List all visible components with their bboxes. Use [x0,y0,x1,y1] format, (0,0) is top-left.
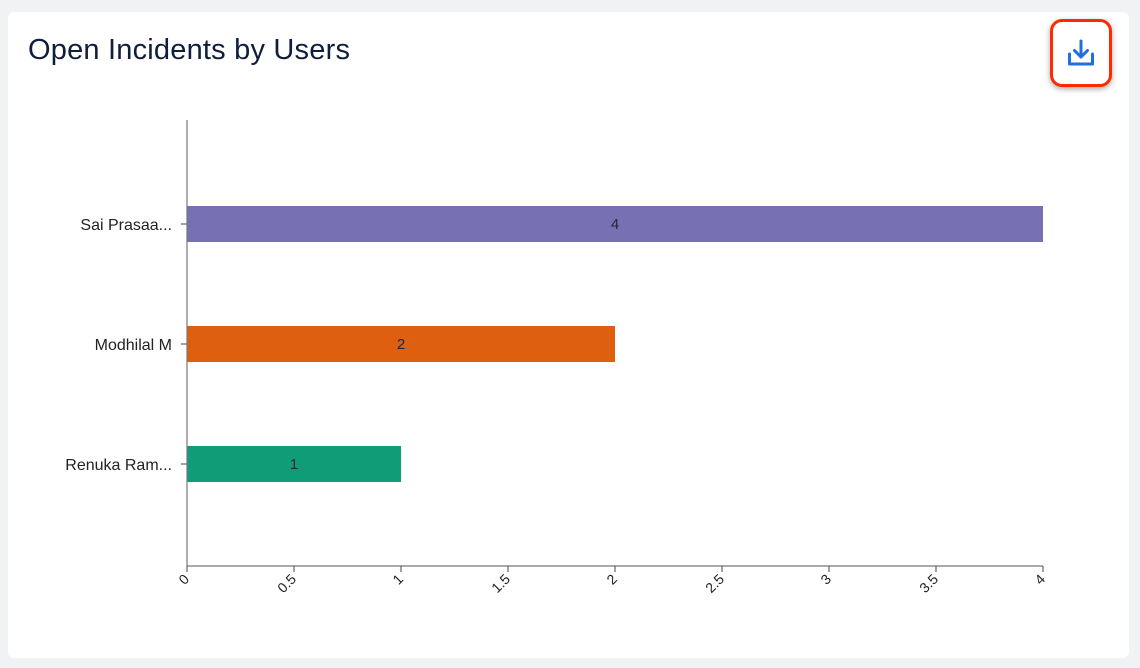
y-tick-label-1: Sai Prasaa... [80,217,172,234]
download-icon [1068,39,1094,66]
bar-3 [187,446,401,482]
chart-title: Open Incidents by Users [28,34,351,66]
y-tick-label-2: Modhilal M [95,337,172,354]
bar-1 [187,206,1043,242]
x-tick-label-3: 1 [389,571,406,588]
bar-data-label-1: 4 [611,216,619,233]
bar-data-label-3: 1 [290,456,298,473]
x-tick-label-8: 3.5 [916,571,941,596]
y-tick-label-3: Renuka Ram... [65,457,172,474]
x-tick-label-4: 1.5 [488,571,513,596]
x-tick-label-2: 0.5 [274,571,299,596]
x-tick-label-7: 3 [817,571,834,588]
bar-2 [187,326,615,362]
download-button[interactable] [1050,19,1112,87]
x-tick-label-9: 4 [1031,571,1048,588]
x-tick-label-6: 2.5 [702,571,727,596]
x-tick-label-5: 2 [603,571,620,588]
bar-data-label-2: 2 [397,336,405,353]
x-tick-label-1: 0 [175,571,192,588]
